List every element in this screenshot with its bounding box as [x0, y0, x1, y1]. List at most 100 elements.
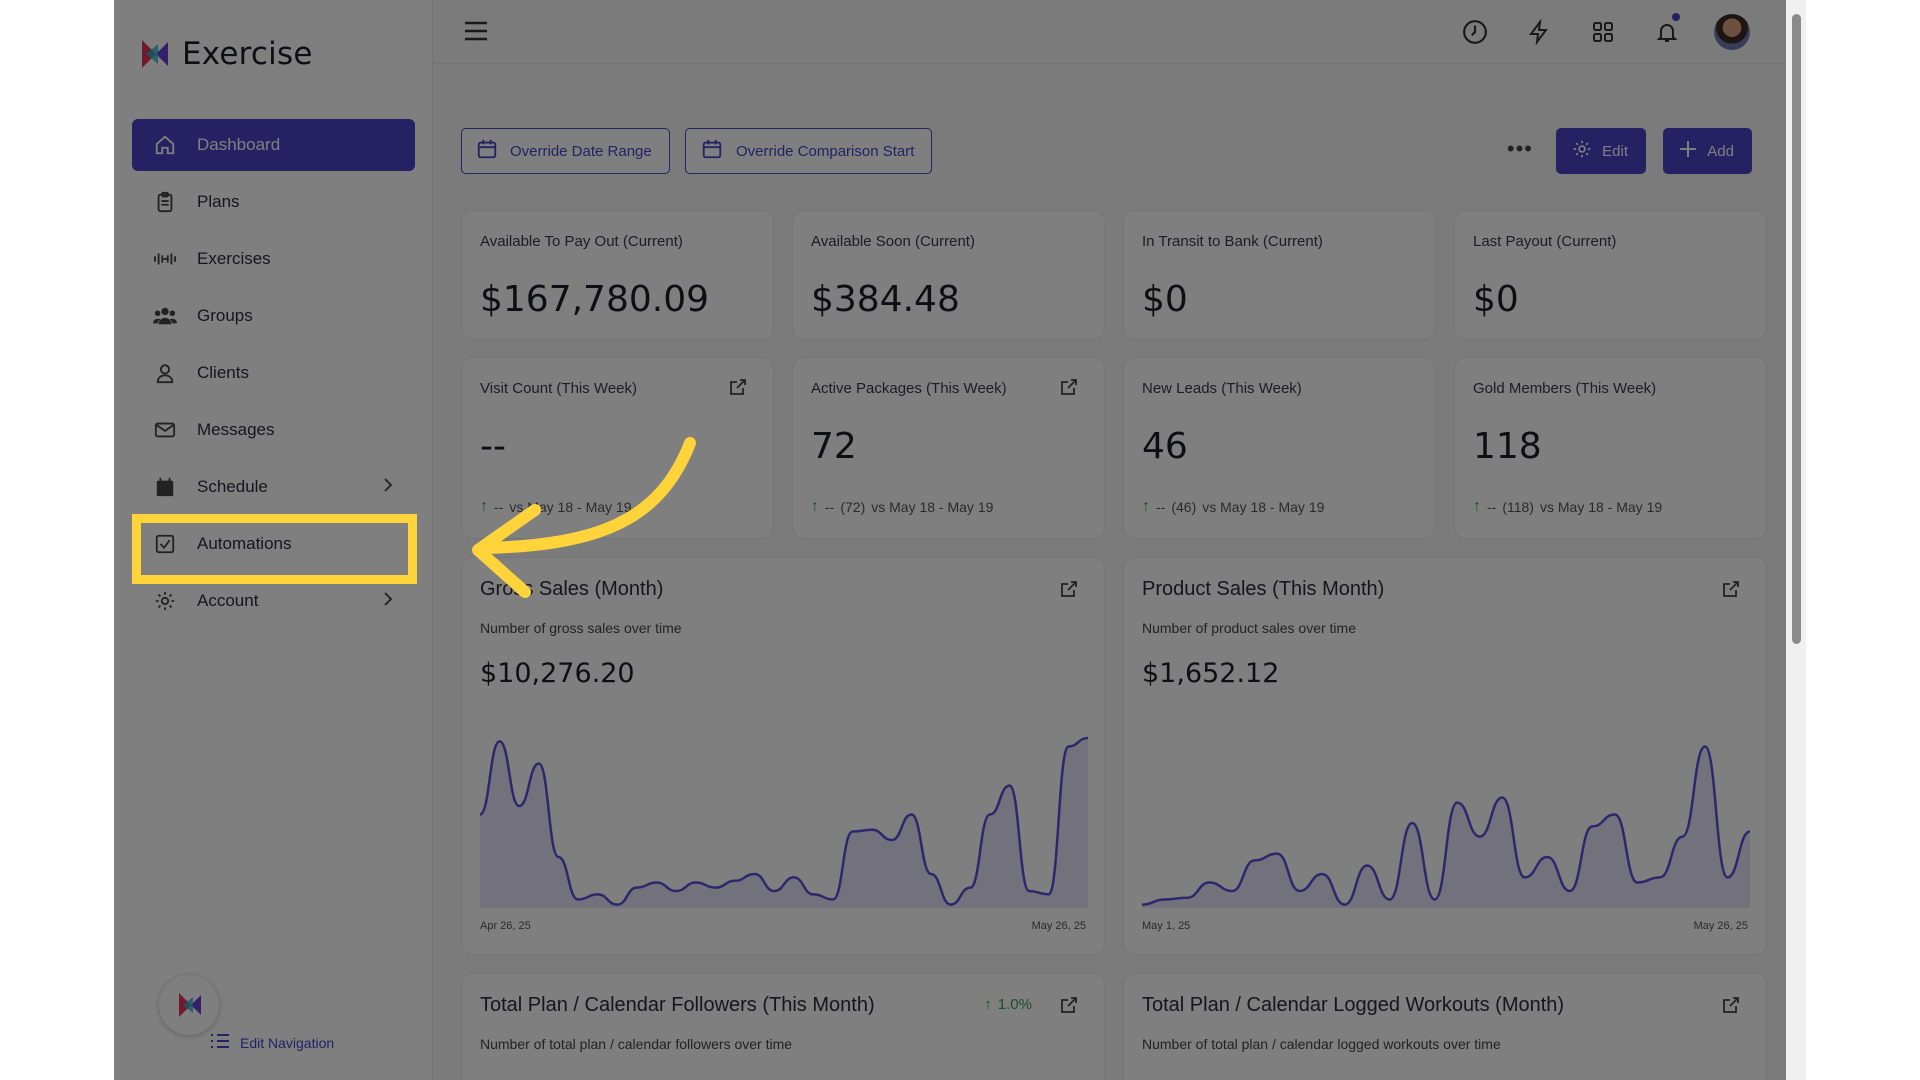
app-window: Exercise Dashboard Plans Exercises — [114, 0, 1806, 1080]
product-sales-chart — [1142, 745, 1750, 908]
arrow-up-icon: ↑ — [984, 996, 992, 1013]
stat-value: 118 — [1473, 426, 1542, 467]
sidebar-item-label: Account — [197, 591, 259, 610]
chart-subtitle: Number of total plan / calendar logged w… — [1142, 1036, 1501, 1052]
hamburger-menu-icon[interactable] — [464, 20, 488, 47]
chart-area — [1142, 746, 1750, 908]
external-link-icon[interactable] — [1722, 996, 1740, 1019]
external-link-icon[interactable] — [1722, 580, 1740, 603]
list-icon — [210, 1032, 230, 1053]
add-button[interactable]: Add — [1663, 128, 1752, 174]
trend-previous: (118) — [1502, 499, 1534, 515]
clipboard-icon — [153, 190, 177, 214]
stat-card[interactable]: Visit Count (This Week) -- ↑ -- vs May 1… — [461, 357, 774, 539]
clock-icon[interactable] — [1458, 15, 1492, 49]
stat-value: $0 — [1142, 279, 1188, 320]
stat-card[interactable]: New Leads (This Week) 46 ↑ -- (46) vs Ma… — [1123, 357, 1436, 539]
arrow-up-icon: ↑ — [1142, 498, 1150, 515]
x-axis-end: May 26, 25 — [1031, 920, 1086, 932]
users-icon — [153, 304, 177, 328]
stat-card[interactable]: Available Soon (Current) $384.48 — [792, 210, 1105, 340]
sidebar-item-schedule[interactable]: Schedule — [132, 461, 415, 513]
edit-navigation-label: Edit Navigation — [240, 1034, 335, 1051]
override-date-range-button[interactable]: Override Date Range — [461, 128, 670, 174]
button-label: Add — [1707, 142, 1734, 160]
more-options-icon[interactable]: ••• — [1506, 136, 1533, 161]
stat-label: Gold Members (This Week) — [1473, 380, 1657, 397]
sidebar-item-automations[interactable]: Automations — [132, 518, 415, 570]
logo-icon — [179, 993, 201, 1017]
dashboard-toolbar: Override Date Range Override Comparison … — [461, 128, 1752, 174]
stat-trend: ↑ -- (72) vs May 18 - May 19 — [811, 498, 993, 516]
sidebar-item-label: Automations — [197, 534, 292, 553]
vertical-scrollbar[interactable] — [1786, 0, 1806, 1080]
stat-label: Available Soon (Current) — [811, 233, 975, 250]
button-label: Edit — [1602, 142, 1628, 160]
trend-compare: vs May 18 - May 19 — [1539, 499, 1663, 515]
chart-total: $1,652.12 — [1142, 658, 1280, 689]
stat-value: $384.48 — [811, 279, 960, 320]
chart-subtitle: Number of total plan / calendar follower… — [480, 1036, 793, 1052]
chart-title: Product Sales (This Month) — [1142, 578, 1385, 600]
edit-navigation-link[interactable]: Edit Navigation — [210, 1032, 334, 1053]
sidebar-item-dashboard[interactable]: Dashboard — [132, 119, 415, 171]
sidebar-item-label: Exercises — [197, 249, 271, 268]
external-link-icon[interactable] — [729, 378, 747, 401]
external-link-icon[interactable] — [1060, 580, 1078, 603]
stat-label: Visit Count (This Week) — [480, 380, 637, 397]
calendar-icon — [700, 138, 724, 164]
sidebar-item-messages[interactable]: Messages — [132, 404, 415, 456]
sidebar-item-groups[interactable]: Groups — [132, 290, 415, 342]
x-axis-start: Apr 26, 25 — [480, 920, 531, 932]
trend-compare: vs May 18 - May 19 — [1202, 499, 1325, 515]
stat-label: In Transit to Bank (Current) — [1142, 233, 1323, 250]
stat-card[interactable]: In Transit to Bank (Current) $0 — [1123, 210, 1436, 340]
apps-grid-icon[interactable] — [1586, 15, 1620, 49]
trend-previous: (72) — [840, 499, 866, 515]
chevron-right-icon — [383, 477, 393, 498]
edit-button[interactable]: Edit — [1556, 128, 1646, 174]
chevron-right-icon — [383, 591, 393, 612]
top-icons — [1458, 13, 1750, 50]
chart-title: Total Plan / Calendar Followers (This Mo… — [480, 994, 875, 1016]
stat-card[interactable]: Active Packages (This Week) 72 ↑ -- (72)… — [792, 357, 1105, 539]
home-icon — [153, 133, 177, 157]
bell-icon[interactable] — [1650, 13, 1684, 49]
stat-card[interactable]: Last Payout (Current) $0 — [1454, 210, 1767, 340]
sidebar-item-account[interactable]: Account — [132, 575, 415, 627]
external-link-icon[interactable] — [1060, 996, 1078, 1019]
lightning-icon[interactable] — [1522, 15, 1556, 49]
gross-sales-card[interactable]: Gross Sales (Month) Number of gross sale… — [461, 557, 1105, 955]
stat-label: Last Payout (Current) — [1473, 233, 1617, 250]
override-comparison-start-button[interactable]: Override Comparison Start — [685, 128, 933, 174]
chart-subtitle: Number of gross sales over time — [480, 620, 682, 636]
brand[interactable]: Exercise — [136, 36, 313, 72]
external-link-icon[interactable] — [1060, 378, 1078, 401]
calendar-icon — [476, 138, 498, 164]
sidebar-item-exercises[interactable]: Exercises — [132, 233, 415, 285]
button-label: Override Comparison Start — [736, 142, 915, 160]
followers-card[interactable]: Total Plan / Calendar Followers (This Mo… — [461, 973, 1105, 1080]
logo-icon — [142, 40, 168, 68]
stat-card[interactable]: Gold Members (This Week) 118 ↑ -- (118) … — [1454, 357, 1767, 539]
product-sales-card[interactable]: Product Sales (This Month) Number of pro… — [1123, 557, 1767, 955]
scrollbar-thumb[interactable] — [1792, 14, 1801, 644]
arrow-up-icon: ↑ — [480, 498, 488, 515]
chart-total: $10,276.20 — [480, 658, 635, 689]
sidebar-item-plans[interactable]: Plans — [132, 176, 415, 228]
notification-dot — [1672, 13, 1680, 21]
gross-sales-chart — [480, 736, 1088, 908]
trend-value: -- — [1487, 499, 1497, 515]
arrow-up-icon: ↑ — [811, 498, 819, 515]
arrow-up-icon: ↑ — [1473, 498, 1481, 515]
stat-card[interactable]: Available To Pay Out (Current) $167,780.… — [461, 210, 774, 340]
workspace-avatar[interactable] — [159, 975, 219, 1035]
stat-trend: ↑ -- vs May 18 - May 19 — [480, 498, 631, 516]
logged-workouts-card[interactable]: Total Plan / Calendar Logged Workouts (M… — [1123, 973, 1767, 1080]
stat-value: $167,780.09 — [480, 279, 710, 320]
x-axis-end: May 26, 25 — [1693, 920, 1748, 932]
sidebar-item-clients[interactable]: Clients — [132, 347, 415, 399]
stat-value: 46 — [1142, 426, 1188, 467]
sidebar-item-label: Dashboard — [197, 135, 281, 154]
user-avatar[interactable] — [1714, 14, 1750, 50]
